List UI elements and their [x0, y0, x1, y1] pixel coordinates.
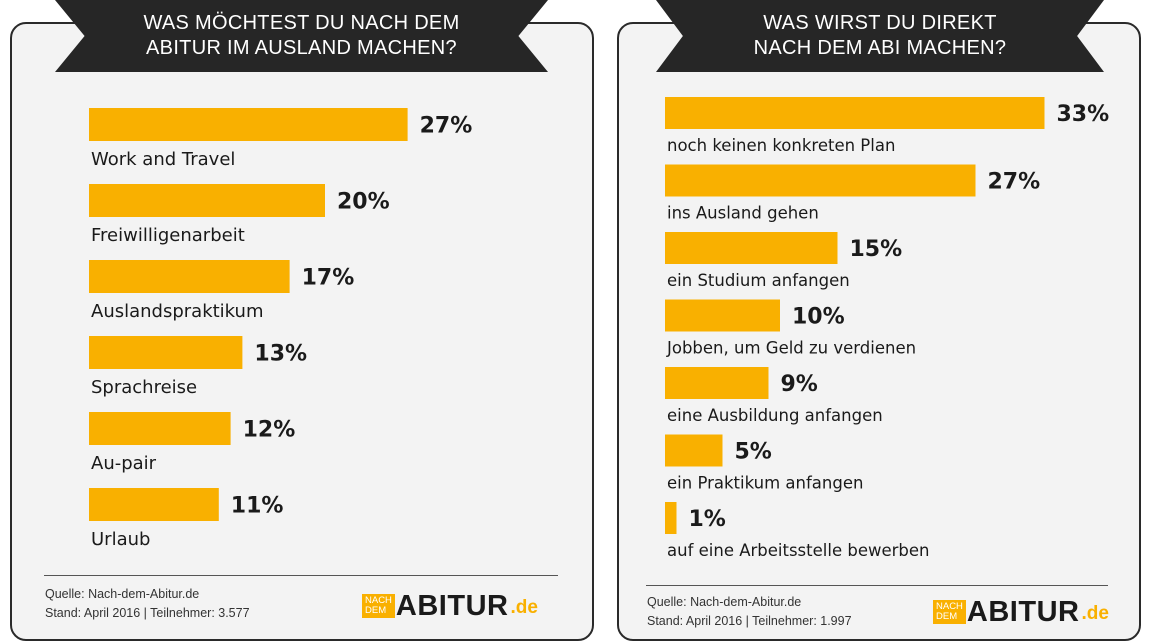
left-logo-nach: NACH: [365, 595, 392, 606]
bar-7: [665, 502, 677, 534]
value-label-2: 20%: [337, 190, 390, 215]
category-label-4: Sprachreise: [91, 377, 197, 398]
value-label-4: 13%: [254, 342, 307, 367]
category-label-5: eine Ausbildung anfangen: [667, 406, 883, 425]
left-logo-wordmark: ABITUR: [395, 589, 509, 622]
bar-5: [665, 367, 769, 399]
category-label-1: Work and Travel: [91, 149, 235, 170]
right-chart-title-line-2: NACH DEM ABI MACHEN?: [753, 37, 1007, 59]
category-label-5: Au-pair: [91, 453, 157, 474]
right-bar-chart: 33% noch keinen konkreten Plan 27% ins Ausl…: [665, 97, 1110, 560]
left-chart-title-banner: WAS MÖCHTEST DU NACH DEM ABITUR IM AUSLA…: [55, 0, 548, 72]
left-logo: NACH DEM ABITUR .de: [362, 589, 538, 622]
category-label-4: Jobben, um Geld zu verdienen: [666, 339, 916, 358]
left-source-text: Quelle: Nach-dem-Abitur.de: [45, 587, 200, 601]
value-label-5: 9%: [781, 372, 818, 397]
category-label-2: Freiwilligenarbeit: [91, 225, 245, 246]
value-label-4: 10%: [792, 305, 845, 330]
left-logo-badge: NACH DEM: [362, 594, 395, 618]
right-logo-badge: NACH DEM: [933, 600, 966, 624]
right-chart-title-banner: WAS WIRST DU DIREKT NACH DEM ABI MACHEN?: [656, 0, 1104, 72]
value-label-3: 17%: [302, 266, 355, 291]
category-label-7: auf eine Arbeitsstelle bewerben: [667, 541, 929, 560]
bar-4: [665, 299, 780, 332]
bar-2: [89, 184, 325, 217]
category-label-1: noch keinen konkreten Plan: [667, 136, 895, 155]
value-label-5: 12%: [243, 418, 296, 443]
bar-1: [89, 108, 408, 141]
bar-5: [89, 412, 231, 445]
right-logo: NACH DEM ABITUR .de: [933, 595, 1109, 628]
right-logo-tld: .de: [1081, 603, 1109, 624]
right-logo-dem: DEM: [936, 611, 958, 622]
right-logo-wordmark: ABITUR: [966, 595, 1080, 628]
right-source-text: Quelle: Nach-dem-Abitur.de: [647, 595, 802, 609]
right-logo-nach: NACH: [936, 601, 963, 612]
bar-3: [665, 232, 838, 264]
left-chart-title-line-1: WAS MÖCHTEST DU NACH DEM: [143, 12, 460, 34]
bar-6: [665, 434, 723, 467]
left-logo-dem: DEM: [365, 605, 387, 616]
left-divider: [44, 575, 558, 576]
category-label-6: Urlaub: [91, 529, 150, 550]
left-stand-text: Stand: April 2016 | Teilnehmer: 3.577: [45, 606, 250, 620]
category-label-3: ein Studium anfangen: [667, 271, 850, 290]
right-chart-title-line-1: WAS WIRST DU DIREKT: [763, 12, 997, 34]
bar-4: [89, 336, 243, 369]
right-stand-text: Stand: April 2016 | Teilnehmer: 1.997: [647, 614, 852, 628]
value-label-6: 11%: [231, 494, 284, 519]
left-source-block: Quelle: Nach-dem-Abitur.de Stand: April …: [45, 585, 250, 623]
bar-1: [665, 97, 1045, 129]
value-label-1: 33%: [1057, 102, 1110, 127]
left-logo-tld: .de: [510, 597, 538, 618]
bar-2: [665, 164, 976, 197]
left-bar-chart: 27% Work and Travel 20% Freiwilligenarbeit 1…: [89, 108, 473, 550]
value-label-7: 1%: [689, 507, 726, 532]
value-label-1: 27%: [420, 114, 473, 139]
value-label-3: 15%: [850, 237, 903, 262]
left-chart-title-line-2: ABITUR IM AUSLAND MACHEN?: [146, 37, 457, 59]
category-label-2: ins Ausland gehen: [667, 204, 819, 223]
value-label-6: 5%: [735, 440, 772, 465]
bar-6: [89, 488, 219, 521]
value-label-2: 27%: [988, 170, 1041, 195]
category-label-3: Auslandspraktikum: [91, 301, 264, 322]
right-divider: [646, 585, 1108, 586]
bar-3: [89, 260, 290, 293]
category-label-6: ein Praktikum anfangen: [667, 474, 863, 493]
right-source-block: Quelle: Nach-dem-Abitur.de Stand: April …: [647, 593, 852, 631]
